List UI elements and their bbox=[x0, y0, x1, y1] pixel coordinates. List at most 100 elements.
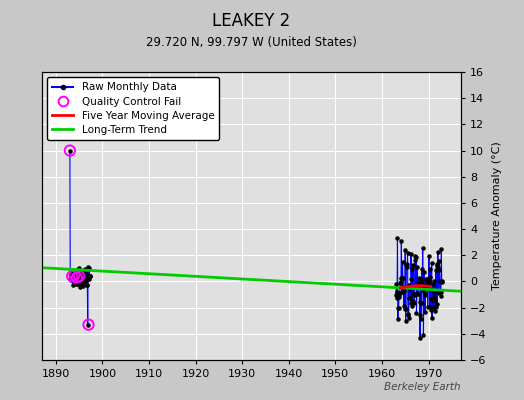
Point bbox=[427, 296, 435, 302]
Point bbox=[401, 318, 410, 324]
Point bbox=[416, 334, 424, 341]
Point bbox=[67, 274, 75, 280]
Point bbox=[436, 289, 444, 296]
Point bbox=[76, 284, 84, 290]
Point bbox=[68, 274, 76, 280]
Point bbox=[414, 274, 423, 281]
Point bbox=[401, 247, 409, 253]
Text: Berkeley Earth: Berkeley Earth bbox=[385, 382, 461, 392]
Point bbox=[70, 276, 78, 283]
Point bbox=[411, 282, 420, 289]
Point bbox=[426, 266, 434, 273]
Point bbox=[67, 277, 75, 284]
Point bbox=[405, 315, 413, 321]
Point bbox=[407, 300, 415, 306]
Point bbox=[71, 275, 79, 281]
Point bbox=[436, 293, 445, 299]
Point bbox=[77, 276, 85, 282]
Point bbox=[84, 322, 93, 328]
Point bbox=[81, 275, 89, 282]
Point bbox=[417, 300, 425, 306]
Point bbox=[410, 290, 418, 297]
Text: 29.720 N, 99.797 W (United States): 29.720 N, 99.797 W (United States) bbox=[146, 36, 357, 49]
Point bbox=[72, 273, 81, 280]
Point bbox=[422, 280, 430, 287]
Point bbox=[414, 282, 423, 289]
Point bbox=[418, 280, 427, 286]
Point bbox=[76, 276, 84, 282]
Point bbox=[433, 301, 441, 307]
Point bbox=[429, 281, 437, 288]
Point bbox=[406, 286, 414, 292]
Point bbox=[73, 281, 81, 287]
Point bbox=[427, 307, 435, 313]
Point bbox=[420, 292, 429, 298]
Point bbox=[418, 266, 426, 272]
Point bbox=[416, 298, 424, 305]
Point bbox=[424, 281, 432, 288]
Point bbox=[399, 288, 408, 294]
Point bbox=[425, 285, 433, 292]
Point bbox=[82, 277, 91, 284]
Point bbox=[68, 273, 77, 280]
Point bbox=[392, 289, 401, 295]
Point bbox=[434, 249, 442, 256]
Point bbox=[67, 272, 75, 278]
Point bbox=[395, 291, 403, 298]
Point bbox=[71, 280, 80, 287]
Point bbox=[424, 278, 433, 284]
Point bbox=[400, 284, 409, 290]
Point bbox=[404, 312, 412, 318]
Point bbox=[71, 275, 80, 281]
Point bbox=[74, 276, 83, 282]
Point bbox=[400, 303, 408, 309]
Point bbox=[73, 266, 82, 272]
Point bbox=[69, 282, 77, 288]
Point bbox=[435, 278, 444, 284]
Point bbox=[434, 289, 443, 296]
Point bbox=[78, 269, 86, 275]
Point bbox=[392, 292, 400, 298]
Point bbox=[414, 280, 422, 287]
Point bbox=[80, 267, 89, 273]
Point bbox=[79, 271, 87, 278]
Point bbox=[435, 258, 443, 264]
Point bbox=[420, 269, 428, 276]
Point bbox=[422, 285, 431, 291]
Point bbox=[77, 269, 85, 275]
Point bbox=[426, 274, 434, 280]
Point bbox=[431, 296, 439, 303]
Text: LEAKEY 2: LEAKEY 2 bbox=[212, 12, 291, 30]
Point bbox=[402, 262, 411, 268]
Point bbox=[409, 262, 418, 268]
Point bbox=[74, 264, 83, 271]
Point bbox=[408, 298, 417, 304]
Point bbox=[396, 280, 405, 286]
Point bbox=[423, 304, 432, 310]
Point bbox=[403, 250, 412, 256]
Point bbox=[402, 261, 411, 267]
Point bbox=[73, 272, 81, 279]
Point bbox=[428, 297, 436, 303]
Point bbox=[393, 295, 401, 301]
Point bbox=[397, 279, 405, 286]
Legend: Raw Monthly Data, Quality Control Fail, Five Year Moving Average, Long-Term Tren: Raw Monthly Data, Quality Control Fail, … bbox=[47, 77, 220, 140]
Point bbox=[430, 293, 439, 299]
Point bbox=[419, 244, 427, 251]
Point bbox=[422, 276, 430, 282]
Point bbox=[394, 235, 402, 242]
Point bbox=[81, 270, 90, 276]
Point bbox=[398, 289, 406, 295]
Point bbox=[429, 289, 438, 296]
Point bbox=[416, 311, 424, 318]
Point bbox=[66, 276, 74, 282]
Point bbox=[403, 264, 411, 270]
Point bbox=[423, 283, 432, 290]
Point bbox=[70, 272, 79, 278]
Point bbox=[412, 309, 421, 316]
Point bbox=[80, 279, 88, 286]
Point bbox=[428, 260, 436, 266]
Point bbox=[405, 282, 413, 289]
Point bbox=[434, 264, 442, 270]
Point bbox=[415, 282, 423, 288]
